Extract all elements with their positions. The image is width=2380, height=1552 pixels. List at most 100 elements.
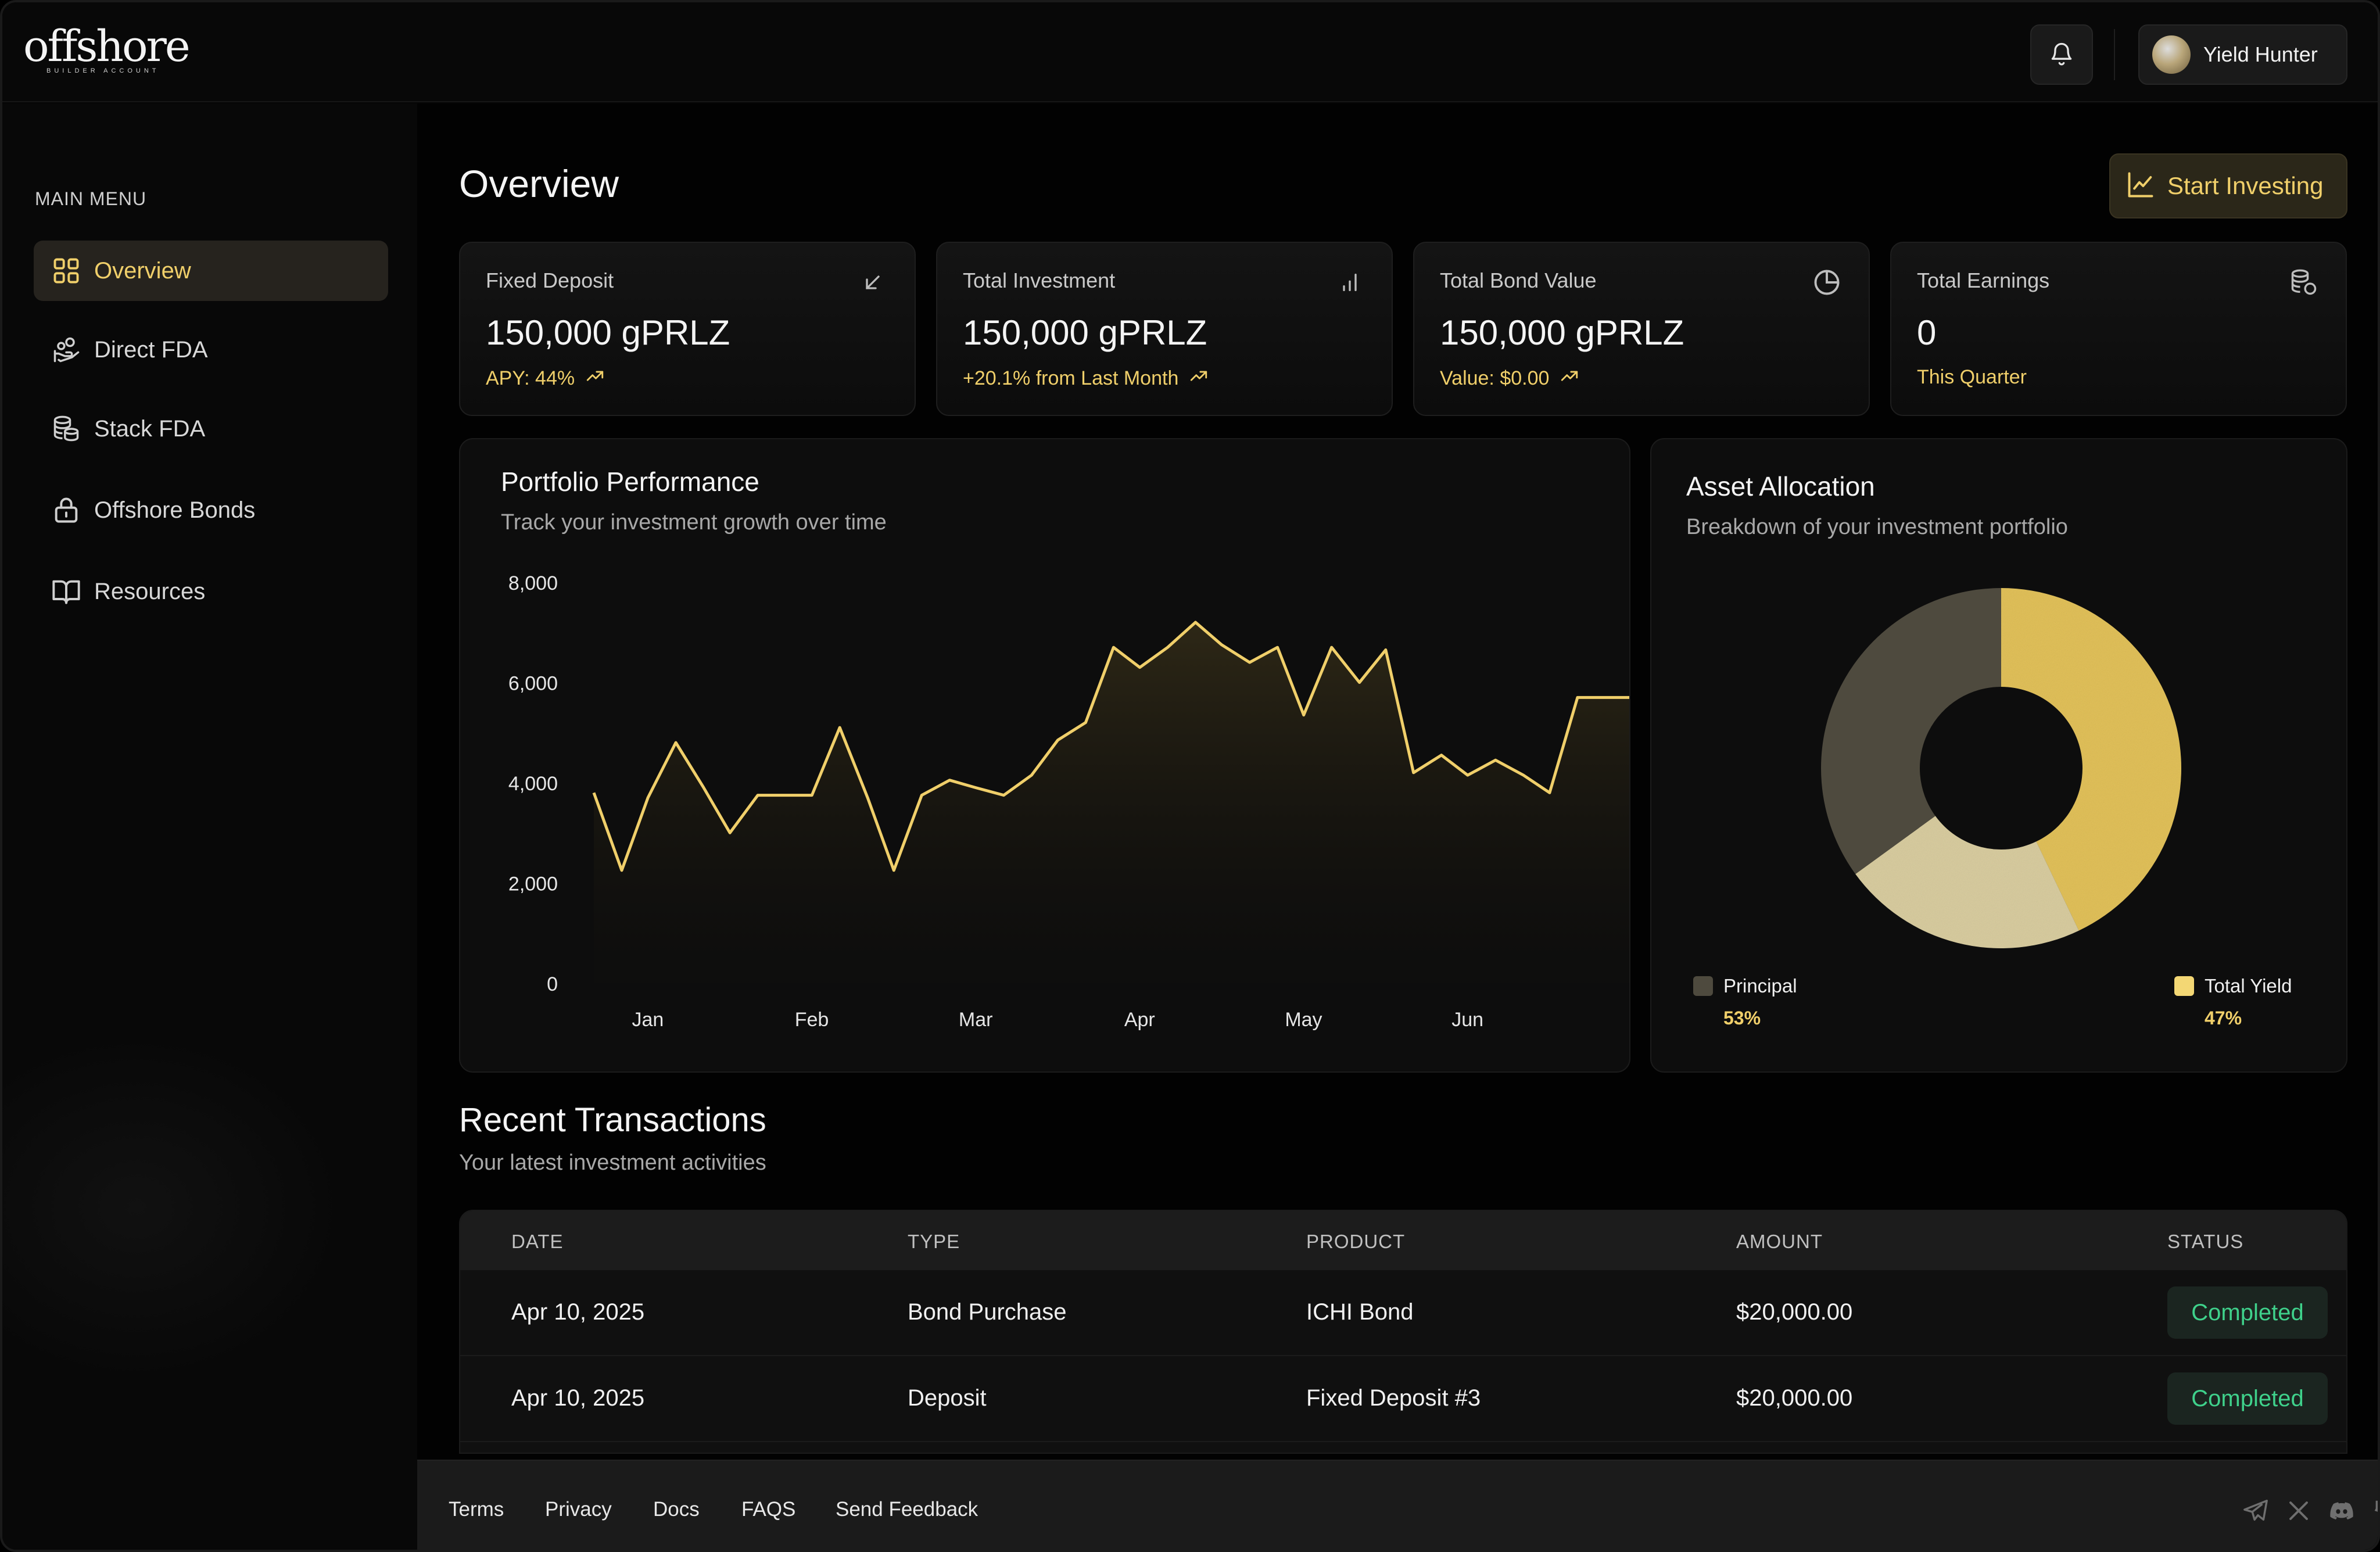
cell-product: Fixed Deposit #3 <box>1306 1385 1481 1411</box>
user-menu-button[interactable]: Yield Hunter <box>2138 24 2347 85</box>
transactions-table: DATE TYPE PRODUCT AMOUNT STATUS Apr 10, … <box>459 1210 2347 1454</box>
panel-subtitle: Track your investment growth over time <box>501 510 887 535</box>
stat-value: 0 <box>1917 313 1937 352</box>
panel-subtitle: Breakdown of your investment portfolio <box>1686 515 2068 539</box>
x-tick-label: Apr <box>1124 1009 1155 1031</box>
stat-sub: +20.1% from Last Month <box>963 366 1209 391</box>
x-tick-label: Jan <box>632 1009 664 1031</box>
column-header-amount: AMOUNT <box>1736 1231 1823 1252</box>
portfolio-line-chart: 8,000 6,000 4,000 2,000 0 Jan Feb Mar Apr May Jun <box>508 572 1629 1031</box>
sidebar-title: MAIN MENU <box>35 188 147 209</box>
avatar <box>2152 35 2191 74</box>
y-tick-label: 0 <box>547 973 558 995</box>
hand-coins-icon <box>50 334 83 366</box>
stat-value: 150,000 gPRLZ <box>1440 313 1684 352</box>
y-tick-label: 6,000 <box>508 673 558 695</box>
farcaster-icon[interactable] <box>2368 1494 2378 1527</box>
transactions-title: Recent Transactions <box>459 1101 766 1139</box>
legend-item-principal: Principal 53% <box>1693 975 1797 1029</box>
sidebar-item-label: Resources <box>94 578 206 604</box>
sidebar-item-label: Stack FDA <box>94 415 206 442</box>
bar-chart-icon <box>1334 266 1366 299</box>
arrow-down-left-icon <box>856 266 889 299</box>
logo-wordmark: offshore <box>23 21 191 71</box>
table-row[interactable]: Apr 10, 2025 Bond Purchase ICHI Bond $20… <box>460 1270 2346 1356</box>
legend-label: Principal <box>1723 975 1797 997</box>
stat-label: Total Bond Value <box>1440 268 1597 292</box>
status-badge: Completed <box>2167 1372 2328 1425</box>
sidebar-item-direct-fda[interactable]: Direct FDA <box>34 320 388 380</box>
footer: Terms Privacy Docs FAQS Send Feedback <box>417 1460 2378 1550</box>
legend-percent: 47% <box>2205 1008 2242 1028</box>
footer-link-terms[interactable]: Terms <box>449 1498 504 1521</box>
trend-up-icon <box>585 366 605 391</box>
y-tick-label: 2,000 <box>508 873 558 895</box>
start-investing-button[interactable]: Start Investing <box>2109 153 2347 218</box>
legend-swatch <box>1693 976 1713 996</box>
column-header-product: PRODUCT <box>1306 1231 1406 1252</box>
x-tick-label: Feb <box>795 1009 829 1031</box>
footer-link-feedback[interactable]: Send Feedback <box>836 1498 978 1521</box>
column-header-type: TYPE <box>908 1231 960 1252</box>
coins-stack-icon <box>50 413 83 445</box>
line-chart-icon <box>2125 170 2156 203</box>
stat-label: Fixed Deposit <box>486 268 614 292</box>
cell-amount: $20,000.00 <box>1736 1299 1853 1325</box>
book-icon <box>50 575 83 608</box>
stat-label: Total Investment <box>963 268 1116 292</box>
cell-product: ICHI Bond <box>1306 1299 1414 1325</box>
cell-type: Bond Purchase <box>908 1299 1067 1325</box>
stat-sub: APY: 44% <box>486 366 605 391</box>
slice-principal <box>1821 588 2001 874</box>
header-divider <box>2114 29 2115 80</box>
y-tick-label: 4,000 <box>508 773 558 795</box>
stat-label: Total Earnings <box>1917 268 2050 292</box>
discord-icon[interactable] <box>2325 1494 2358 1527</box>
sidebar-item-overview[interactable]: Overview <box>34 241 388 301</box>
footer-link-docs[interactable]: Docs <box>653 1498 700 1521</box>
stat-sub-text: This Quarter <box>1917 366 2027 388</box>
stat-sub-text: +20.1% from Last Month <box>963 367 1179 389</box>
top-bar: offshore BUILDER ACCOUNT Yield Hunter <box>2 2 2378 102</box>
x-tick-label: Mar <box>959 1009 993 1031</box>
slice-total-yield-secondary <box>1855 816 2079 948</box>
main-content: Overview Start Investing Fixed Deposit 1… <box>417 103 2378 1550</box>
sidebar-item-offshore-bonds[interactable]: Offshore Bonds <box>34 480 388 540</box>
sidebar: MAIN MENU Overview Direct FDA <box>2 103 417 1550</box>
telegram-icon[interactable] <box>2239 1494 2272 1527</box>
footer-link-faqs[interactable]: FAQS <box>741 1498 796 1521</box>
sidebar-item-stack-fda[interactable]: Stack FDA <box>34 399 388 459</box>
x-tick-label: Jun <box>1451 1009 1483 1031</box>
status-badge: Completed <box>2167 1286 2328 1339</box>
stat-card-total-bond-value: Total Bond Value 150,000 gPRLZ Value: $0… <box>1413 242 1870 416</box>
stat-card-total-investment: Total Investment 150,000 gPRLZ +20.1% fr… <box>936 242 1393 416</box>
asset-allocation-panel: Asset Allocation Breakdown of your inves… <box>1650 438 2347 1073</box>
sidebar-item-resources[interactable]: Resources <box>34 561 388 622</box>
start-investing-label: Start Investing <box>2167 172 2324 199</box>
allocation-donut-chart <box>1821 588 2181 948</box>
user-name: Yield Hunter <box>2203 42 2318 66</box>
logo[interactable]: offshore BUILDER ACCOUNT <box>23 23 198 81</box>
footer-link-privacy[interactable]: Privacy <box>545 1498 612 1521</box>
trend-up-icon <box>1189 366 1209 391</box>
table-row[interactable]: Apr 10, 2025 Deposit Fixed Deposit #3 $2… <box>460 1356 2346 1442</box>
sidebar-item-label: Direct FDA <box>94 336 208 363</box>
cell-amount: $20,000.00 <box>1736 1385 1853 1411</box>
x-icon[interactable] <box>2282 1494 2315 1527</box>
y-tick-label: 8,000 <box>508 572 558 594</box>
sidebar-item-label: Overview <box>94 257 191 284</box>
lock-icon <box>50 494 83 526</box>
legend-item-total-yield: Total Yield 47% <box>2174 975 2292 1029</box>
legend-percent: 53% <box>1723 1008 1761 1028</box>
slice-total-yield <box>2001 588 2181 931</box>
stat-card-total-earnings: Total Earnings 0 This Quarter <box>1890 242 2347 416</box>
logo-tagline: BUILDER ACCOUNT <box>46 67 160 74</box>
column-header-date: DATE <box>511 1231 564 1252</box>
portfolio-performance-panel: Portfolio Performance Track your investm… <box>459 438 1630 1073</box>
stat-value: 150,000 gPRLZ <box>963 313 1207 352</box>
stat-sub: This Quarter <box>1917 366 2027 389</box>
panel-title: Asset Allocation <box>1686 471 1875 501</box>
grid-icon <box>50 255 83 287</box>
notifications-button[interactable] <box>2030 24 2093 85</box>
